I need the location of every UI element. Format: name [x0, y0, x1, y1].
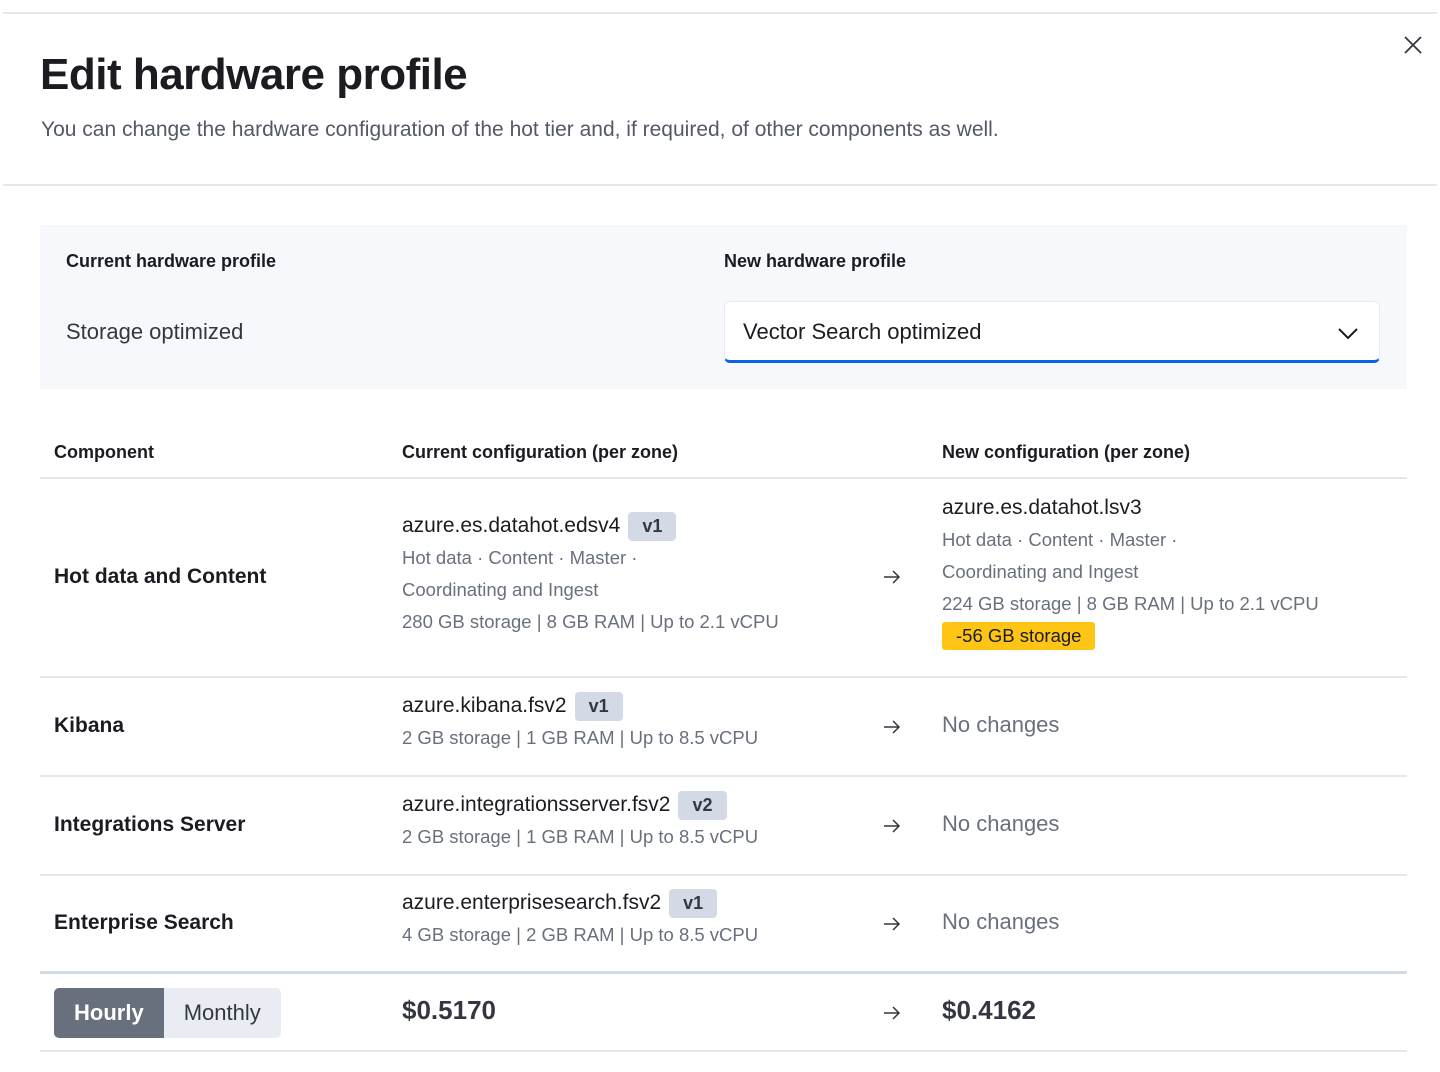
- new-profile-value: Vector Search optimized: [743, 319, 982, 344]
- row-divider: [40, 874, 1407, 876]
- column-header-component: Component: [54, 442, 154, 462]
- new-config: No changes: [942, 909, 1060, 934]
- row-divider: [40, 775, 1407, 777]
- new-roles: Hot data · Content · Master ·: [942, 529, 1178, 550]
- arrow-right-icon: [884, 720, 901, 734]
- arrow-right-icon: [884, 819, 901, 833]
- version-badge: v1: [574, 691, 623, 721]
- pricing-row: Hourly Monthly $0.5170 $0.4162: [40, 973, 1407, 1051]
- arrow-right-icon: [884, 1006, 901, 1020]
- monthly-button[interactable]: Monthly: [163, 988, 281, 1038]
- current-instance: azure.kibana.fsv2: [402, 694, 567, 717]
- current-specs: 4 GB storage | 2 GB RAM | Up to 8.5 vCPU: [402, 924, 759, 945]
- arrow-right-icon: [884, 917, 901, 931]
- component-name: Hot data and Content: [54, 565, 267, 588]
- row-divider: [40, 676, 1407, 678]
- new-instance: azure.es.datahot.lsv3: [942, 496, 1142, 519]
- storage-diff-badge: -56 GB storage: [942, 622, 1096, 650]
- current-price: $0.5170: [402, 995, 496, 1025]
- new-roles-cont: Coordinating and Ingest: [942, 561, 1139, 582]
- current-profile-label: Current hardware profile: [66, 251, 277, 271]
- version-badge: v1: [628, 511, 677, 541]
- header-divider: [3, 184, 1437, 186]
- component-name: Enterprise Search: [54, 911, 234, 934]
- version-badge: v2: [678, 790, 727, 820]
- new-config: No changes: [942, 811, 1060, 836]
- component-name: Integrations Server: [54, 813, 246, 836]
- current-specs: 2 GB storage | 1 GB RAM | Up to 8.5 vCPU: [402, 826, 759, 847]
- table-row: Integrations Server azure.integrationsse…: [40, 776, 1407, 874]
- column-header-new: New configuration (per zone): [942, 442, 1191, 462]
- page-subtitle: You can change the hardware configuratio…: [41, 118, 999, 141]
- close-icon: [1404, 36, 1422, 54]
- current-profile-value: Storage optimized: [66, 319, 244, 344]
- new-profile-label: New hardware profile: [724, 251, 907, 271]
- current-instance: azure.integrationsserver.fsv2: [402, 793, 671, 816]
- version-badge: v1: [669, 888, 718, 918]
- new-config: No changes: [942, 712, 1060, 737]
- top-border: [3, 12, 1437, 14]
- row-divider: [40, 477, 1407, 479]
- new-specs: 224 GB storage | 8 GB RAM | Up to 2.1 vC…: [942, 593, 1319, 614]
- close-button[interactable]: [1400, 32, 1426, 58]
- component-name: Kibana: [54, 714, 125, 737]
- arrow-right-icon: [884, 570, 901, 584]
- billing-period-toggle: Hourly Monthly: [54, 988, 281, 1038]
- row-divider: [40, 971, 1407, 974]
- profile-panel: Current hardware profile Storage optimiz…: [40, 225, 1407, 389]
- hourly-button[interactable]: Hourly: [54, 988, 164, 1038]
- new-price: $0.4162: [942, 995, 1036, 1025]
- current-specs: 280 GB storage | 8 GB RAM | Up to 2.1 vC…: [402, 611, 779, 632]
- chevron-down-icon: [1338, 328, 1358, 340]
- column-header-current: Current configuration (per zone): [402, 442, 678, 462]
- current-specs: 2 GB storage | 1 GB RAM | Up to 8.5 vCPU: [402, 727, 759, 748]
- current-roles: Hot data · Content · Master ·: [402, 547, 638, 568]
- page-title: Edit hardware profile: [40, 50, 468, 99]
- table-row: Enterprise Search azure.enterprisesearch…: [40, 875, 1407, 972]
- table-row: Kibana azure.kibana.fsv2 v1 2 GB storage …: [40, 677, 1407, 775]
- table-row: Hot data and Content azure.es.datahot.ed…: [40, 479, 1407, 676]
- current-roles-cont: Coordinating and Ingest: [402, 579, 599, 600]
- new-profile-select[interactable]: Vector Search optimized: [724, 301, 1380, 363]
- row-divider: [40, 1050, 1407, 1052]
- current-instance: azure.enterprisesearch.fsv2: [402, 891, 662, 914]
- current-instance: azure.es.datahot.edsv4: [402, 514, 621, 537]
